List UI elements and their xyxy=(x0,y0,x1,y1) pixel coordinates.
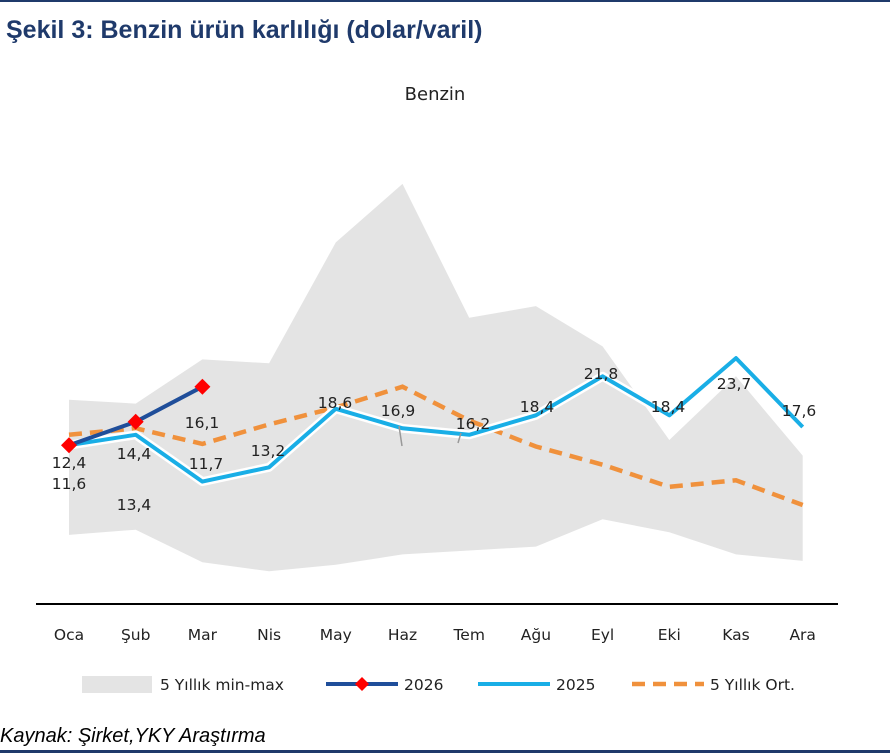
source-note: Kaynak: Şirket,YKY Araştırma xyxy=(0,725,266,747)
series-2026-marker-sub xyxy=(127,413,144,430)
data-label-5-yillik-ort-may: 18,6 xyxy=(318,394,353,412)
x-tick-label-may: May xyxy=(320,626,352,644)
x-tick-label-haz: Haz xyxy=(388,626,417,644)
series-2026-marker-mar xyxy=(194,378,211,395)
figure-title: Şekil 3: Benzin ürün karlılığı (dolar/va… xyxy=(6,16,483,44)
data-label-5-yillik-ort-oca: 12,4 xyxy=(52,454,87,472)
x-tick-label-ara: Ara xyxy=(789,626,815,644)
x-tick-label-tem: Tem xyxy=(452,626,484,644)
x-tick-label-agu: Ağu xyxy=(521,626,551,644)
x-tick-label-oca: Oca xyxy=(54,626,84,644)
series-2025-line xyxy=(68,356,805,484)
series-2026-marker-oca xyxy=(61,437,77,454)
chart-title: Benzin xyxy=(405,84,466,105)
x-tick-label-eki: Eki xyxy=(658,626,681,644)
data-label-5-yillik-ort-haz: 16,9 xyxy=(381,402,416,420)
data-label-2025-ara: 17,6 xyxy=(782,402,817,420)
legend-marker-2026 xyxy=(355,677,369,691)
legend-label-2025: 2025 xyxy=(556,676,595,694)
x-tick-label-nis: Nis xyxy=(257,626,281,644)
data-label-2026-oca: 11,6 xyxy=(52,475,87,493)
data-label-2026-mar: 16,1 xyxy=(185,414,220,432)
leader-line-tem xyxy=(457,432,462,444)
data-label-2026-sub: 13,4 xyxy=(117,496,152,514)
x-tick-label-kas: Kas xyxy=(722,626,749,644)
legend-swatch-min-max xyxy=(82,676,152,693)
data-label-5-yillik-ort-tem: 16,2 xyxy=(456,415,491,433)
bottom-rule xyxy=(0,750,890,753)
legend-label-min-max: 5 Yıllık min-max xyxy=(160,676,284,694)
data-label-5-yillik-ort-nis: 13,2 xyxy=(251,442,286,460)
legend-label-2026: 2026 xyxy=(404,676,443,694)
legend-label-5-yillik-ort: 5 Yıllık Ort. xyxy=(710,676,795,694)
data-label-5-yillik-ort-mar: 11,7 xyxy=(189,455,224,473)
x-tick-label-eyl: Eyl xyxy=(591,626,614,644)
data-label-2025-agu: 18,4 xyxy=(520,398,555,416)
leader-line-haz xyxy=(398,425,403,447)
series-5-yillik-ort-line xyxy=(68,384,804,508)
data-label-2025-sub: 14,4 xyxy=(117,445,152,463)
x-tick-label-mar: Mar xyxy=(188,626,218,644)
data-label-2025-eyl: 21,8 xyxy=(584,365,619,383)
x-tick-label-sub: Şub xyxy=(121,626,151,644)
min-max-band xyxy=(69,183,803,572)
data-label-2025-eki: 18,4 xyxy=(651,398,686,416)
top-rule xyxy=(0,0,890,2)
data-label-2025-kas: 23,7 xyxy=(717,375,752,393)
